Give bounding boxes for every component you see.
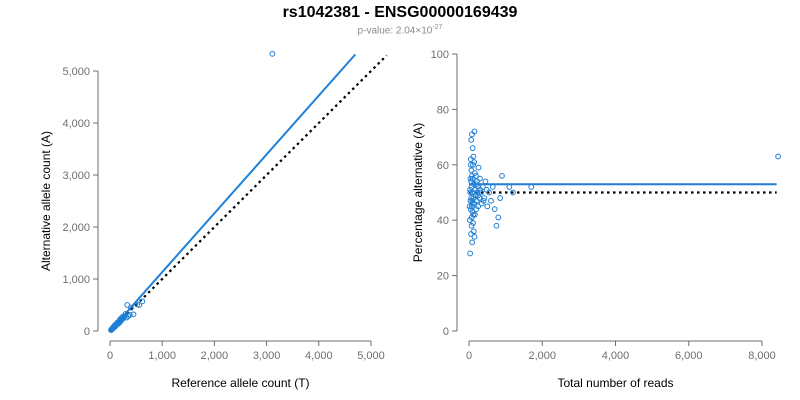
right-data-point — [470, 211, 477, 218]
right-data-point — [469, 172, 475, 179]
right-data-point — [475, 164, 482, 171]
right-x-tick-label: 2,000 — [528, 350, 556, 362]
right-data-point — [467, 186, 473, 193]
right-data-point — [468, 195, 475, 201]
right-x-tick-label: 6,000 — [675, 350, 703, 362]
right-y-tick-label: 20 — [437, 271, 449, 283]
left-y-tick-label: 1,000 — [62, 274, 90, 286]
right-y-tick-label: 40 — [437, 215, 449, 227]
right-y-tick-label: 0 — [443, 326, 449, 338]
right-data-point — [469, 203, 475, 210]
left-x-tick-label: 2,000 — [201, 350, 229, 362]
left-x-tick-label: 5,000 — [357, 350, 385, 362]
left-x-tick-label: 4,000 — [305, 350, 333, 362]
right-data-point — [510, 189, 516, 196]
right-data-point — [470, 228, 477, 235]
left-reference-line — [109, 54, 388, 332]
right-data-point — [488, 197, 494, 204]
right-x-tick-label: 8,000 — [748, 350, 776, 362]
right-data-point — [467, 156, 474, 163]
right-y-tick-label: 80 — [437, 104, 449, 116]
right-y-tick-label: 60 — [437, 160, 449, 172]
right-data-point — [489, 184, 496, 190]
right-data-point — [491, 206, 498, 213]
left-y-tick-label: 4,000 — [62, 118, 90, 130]
right-y-axis-label: Percentage alternative (A) — [411, 123, 425, 262]
right-data-point — [497, 195, 504, 201]
right-data-point — [775, 153, 782, 160]
right-data-point — [470, 220, 476, 226]
right-y-tick-label: 100 — [431, 49, 449, 61]
chart-title: rs1042381 - ENSG00000169439 — [282, 4, 518, 21]
right-data-point — [493, 222, 500, 229]
right-data-point — [482, 178, 489, 185]
right-data-point — [468, 167, 475, 174]
right-data-point — [469, 197, 476, 204]
right-data-point — [468, 222, 475, 229]
right-data-point — [468, 136, 475, 143]
p-value-exponent: -27 — [432, 24, 443, 31]
right-data-point — [469, 145, 476, 152]
right-data-point — [473, 206, 480, 213]
left-x-tick-label: 1,000 — [148, 350, 176, 362]
left-y-tick-label: 5,000 — [62, 66, 90, 78]
right-x-axis-label: Total number of reads — [557, 376, 673, 390]
right-data-point — [473, 181, 480, 188]
left-y-tick-label: 3,000 — [62, 170, 90, 182]
left-x-tick-label: 0 — [107, 350, 113, 362]
right-data-point — [473, 172, 479, 179]
right-data-point — [468, 178, 475, 185]
right-data-point — [484, 203, 491, 210]
left-data-point — [269, 50, 276, 57]
right-data-point — [470, 161, 476, 168]
right-x-tick-label: 0 — [466, 350, 472, 362]
left-y-tick-label: 0 — [84, 326, 90, 338]
right-data-point — [495, 214, 502, 221]
right-data-point — [469, 208, 476, 215]
right-data-point — [467, 175, 474, 182]
right-data-point — [506, 184, 513, 190]
right-data-point — [475, 192, 482, 199]
right-data-point — [471, 233, 478, 240]
right-data-point — [483, 186, 490, 193]
right-data-point — [469, 175, 476, 182]
left-data-point — [134, 301, 141, 308]
right-data-point — [467, 161, 474, 168]
left-data-point — [108, 327, 114, 333]
left-fit-line — [109, 53, 357, 332]
left-y-axis-label: Alternative allele count (A) — [39, 131, 53, 271]
right-data-point — [499, 172, 505, 179]
left-y-tick-label: 2,000 — [62, 222, 90, 234]
right-data-point — [468, 184, 475, 190]
p-value-text: p-value: 2.04×10 — [357, 25, 433, 37]
left-x-tick-label: 3,000 — [253, 350, 281, 362]
left-data-point — [130, 311, 137, 318]
right-data-point — [477, 186, 483, 193]
right-data-point — [467, 250, 473, 257]
right-data-point — [469, 239, 476, 246]
right-data-point — [474, 178, 480, 185]
left-data-point — [139, 298, 146, 305]
right-x-tick-label: 4,000 — [602, 350, 630, 362]
right-data-point — [480, 184, 486, 190]
right-data-point — [471, 159, 478, 165]
chart-subtitle: p-value: 2.04×10-27 — [0, 24, 800, 36]
right-data-point — [467, 189, 474, 196]
left-x-axis-label: Reference allele count (T) — [171, 376, 309, 390]
right-data-point — [478, 200, 485, 207]
left-data-point — [124, 302, 131, 308]
right-data-point — [528, 184, 535, 190]
right-data-point — [469, 131, 475, 138]
right-data-point — [469, 200, 476, 207]
